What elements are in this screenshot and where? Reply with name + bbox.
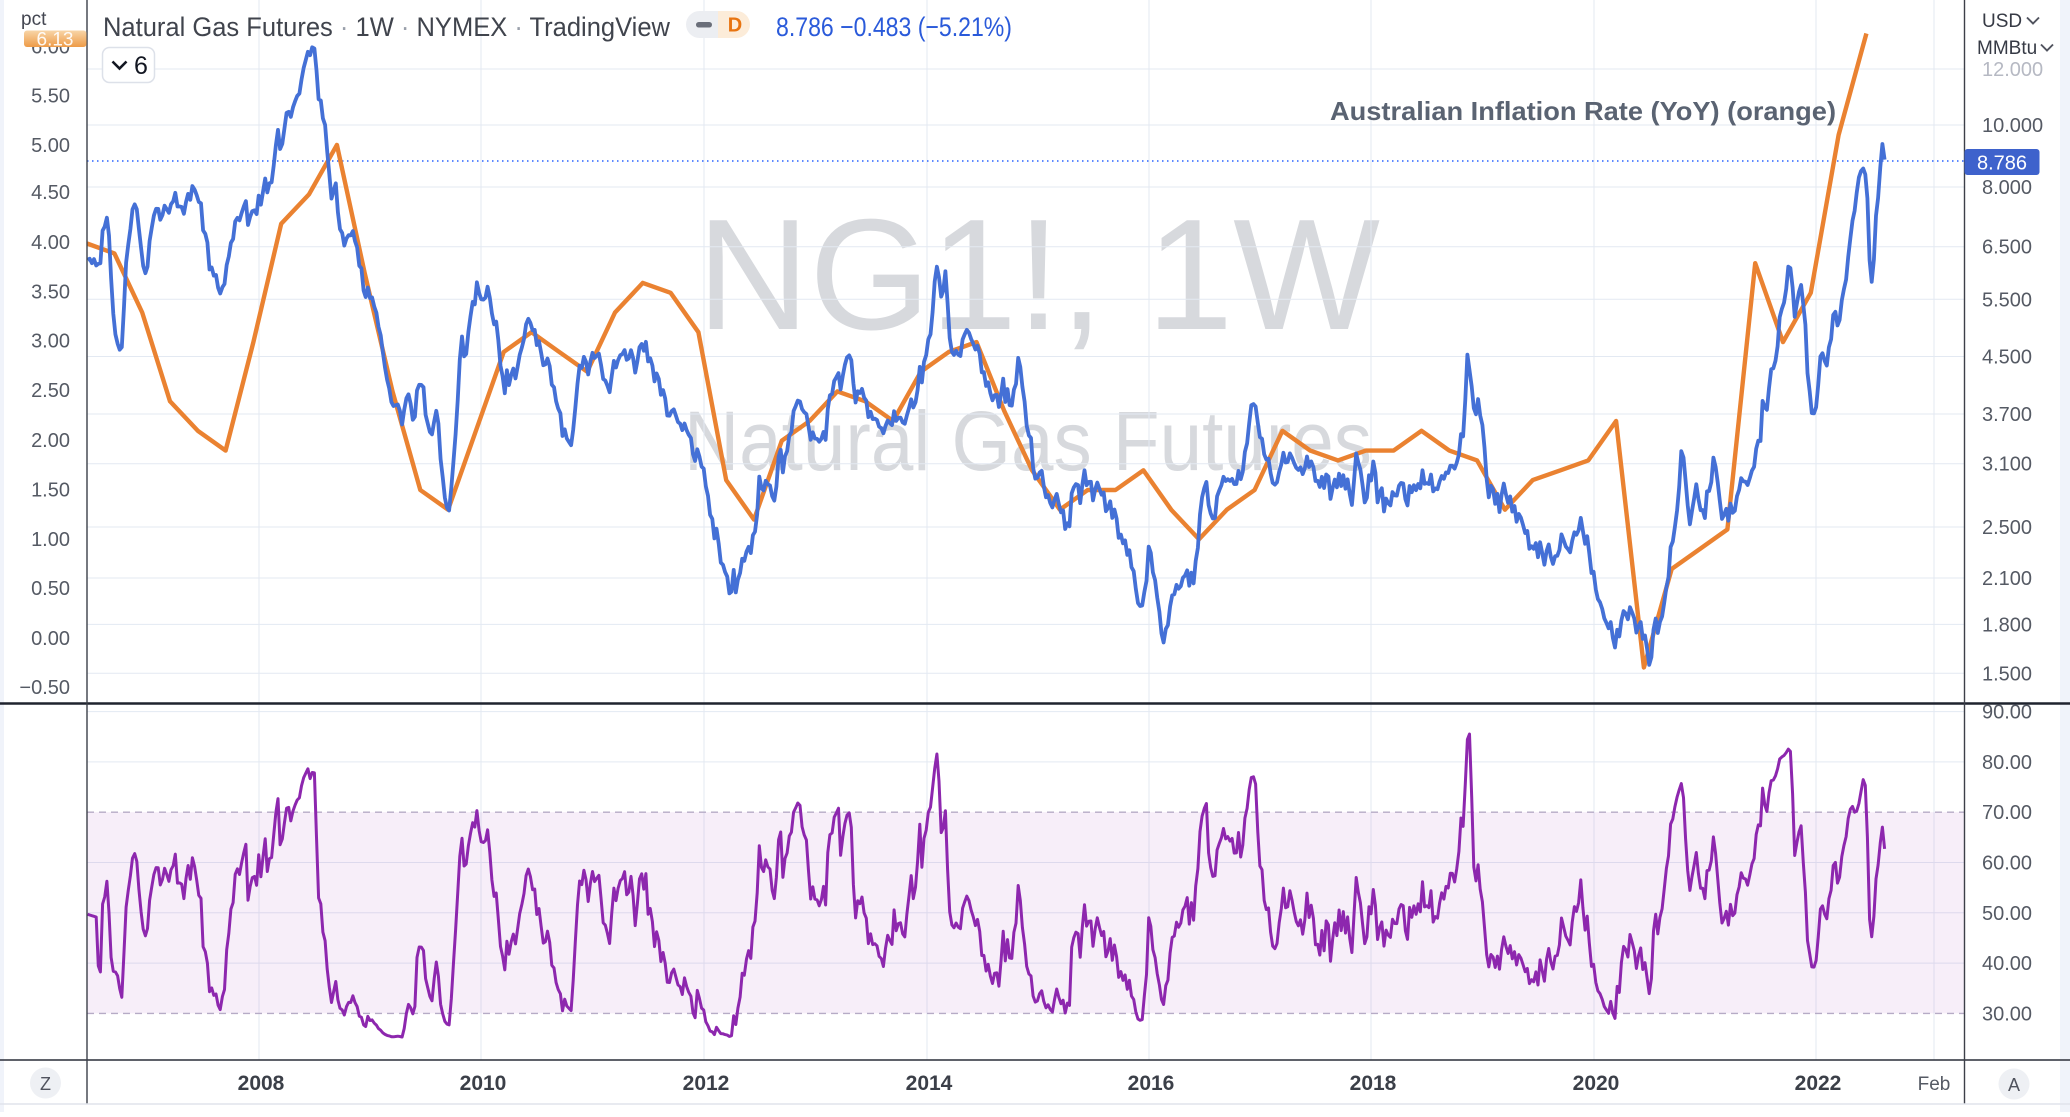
svg-text:2014: 2014: [906, 1072, 953, 1095]
svg-text:3.100: 3.100: [1982, 454, 2032, 476]
svg-text:90.00: 90.00: [1982, 702, 2032, 724]
svg-text:2.100: 2.100: [1982, 568, 2032, 590]
svg-text:1.800: 1.800: [1982, 614, 2032, 636]
svg-text:2.50: 2.50: [31, 380, 70, 402]
svg-text:2.500: 2.500: [1982, 517, 2032, 539]
svg-text:Natural Gas Futures · 1W · NYM: Natural Gas Futures · 1W · NYMEX · Tradi…: [103, 12, 670, 42]
svg-text:4.50: 4.50: [31, 182, 70, 204]
svg-text:50.00: 50.00: [1982, 903, 2032, 925]
svg-text:Feb: Feb: [1918, 1074, 1951, 1095]
svg-text:D: D: [728, 15, 742, 37]
svg-text:3.00: 3.00: [31, 331, 70, 353]
svg-text:1.500: 1.500: [1982, 663, 2032, 685]
svg-text:0.50: 0.50: [31, 578, 70, 600]
svg-text:4.500: 4.500: [1982, 347, 2032, 369]
svg-text:MMBtu: MMBtu: [1977, 38, 2037, 59]
svg-text:2.00: 2.00: [31, 430, 70, 452]
svg-text:6.13: 6.13: [37, 30, 74, 51]
svg-text:Z: Z: [40, 1074, 51, 1094]
svg-text:1.50: 1.50: [31, 480, 70, 502]
svg-text:2022: 2022: [1795, 1072, 1842, 1095]
svg-text:5.50: 5.50: [31, 86, 70, 108]
svg-text:80.00: 80.00: [1982, 752, 2032, 774]
svg-text:USD: USD: [1982, 11, 2022, 32]
svg-text:6: 6: [134, 52, 148, 80]
svg-text:2020: 2020: [1573, 1072, 1620, 1095]
svg-text:10.000: 10.000: [1982, 115, 2043, 137]
svg-text:6.500: 6.500: [1982, 237, 2032, 259]
svg-text:Australian Inflation Rate (YoY: Australian Inflation Rate (YoY) (orange): [1330, 96, 1836, 126]
svg-text:NG1!, 1W: NG1!, 1W: [697, 187, 1380, 363]
svg-text:2008: 2008: [238, 1072, 285, 1095]
svg-text:2010: 2010: [460, 1072, 507, 1095]
svg-text:30.00: 30.00: [1982, 1003, 2032, 1025]
svg-text:3.700: 3.700: [1982, 404, 2032, 426]
svg-text:5.500: 5.500: [1982, 289, 2032, 311]
svg-text:2016: 2016: [1128, 1072, 1175, 1095]
svg-text:60.00: 60.00: [1982, 853, 2032, 875]
svg-text:3.50: 3.50: [31, 281, 70, 303]
svg-text:1.00: 1.00: [31, 529, 70, 551]
svg-text:5.00: 5.00: [31, 135, 70, 157]
svg-text:8.000: 8.000: [1982, 177, 2032, 199]
svg-text:4.00: 4.00: [31, 232, 70, 254]
svg-text:8.786: 8.786: [1977, 153, 2027, 175]
svg-text:8.786 −0.483 (−5.21%): 8.786 −0.483 (−5.21%): [776, 12, 1012, 42]
svg-text:70.00: 70.00: [1982, 802, 2032, 824]
svg-text:2012: 2012: [683, 1072, 730, 1095]
svg-text:A: A: [2008, 1075, 2020, 1095]
svg-text:−0.50: −0.50: [19, 677, 70, 699]
svg-text:pct: pct: [21, 9, 47, 30]
svg-text:0.00: 0.00: [31, 628, 70, 650]
svg-text:12.000: 12.000: [1982, 59, 2043, 81]
svg-text:2018: 2018: [1350, 1072, 1397, 1095]
svg-text:40.00: 40.00: [1982, 953, 2032, 975]
